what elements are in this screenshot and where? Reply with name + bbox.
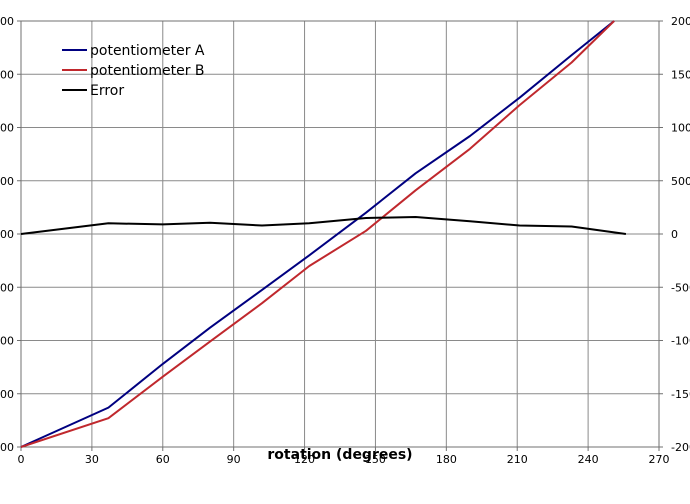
x-tick-label: 90	[227, 453, 241, 466]
x-tick-label: 120	[294, 453, 315, 466]
y-right-tick-label: -500	[671, 281, 690, 294]
legend: potentiometer A potentiometer B Error	[62, 43, 205, 99]
series-lines	[20, 20, 627, 448]
x-tick-label: 30	[85, 453, 99, 466]
series-line-potentiometer-a	[20, 20, 615, 448]
y-left-tick-labels: 000 500 000 500 000 500 000 500 000	[0, 15, 21, 454]
y-right-tick-label: -150	[671, 388, 690, 401]
x-tick-label: 180	[436, 453, 457, 466]
x-tick-label: 210	[507, 453, 528, 466]
x-tick-label: 240	[578, 453, 599, 466]
y-left-tick-label: 500	[0, 281, 14, 294]
legend-label: potentiometer B	[90, 63, 205, 79]
x-tick-label: 150	[365, 453, 386, 466]
y-right-tick-label: 500	[671, 175, 690, 188]
y-left-tick-label: 500	[0, 388, 14, 401]
y-right-tick-label: 0	[671, 228, 678, 241]
x-tick-label: 0	[18, 453, 25, 466]
y-right-tick-label: 1000	[671, 122, 690, 135]
grid-lines	[21, 21, 659, 447]
y-left-tick-label: 500	[0, 175, 14, 188]
legend-label: Error	[90, 83, 124, 99]
y-left-tick-label: 000	[0, 441, 14, 454]
y-left-tick-label: 000	[0, 122, 14, 135]
y-right-tick-label: 1500	[671, 68, 690, 81]
series-line-error	[20, 216, 627, 235]
y-left-tick-label: 000	[0, 335, 14, 348]
y-left-tick-label: 000	[0, 15, 14, 28]
x-tick-labels: 0 30 60 90 120 150 180 210 240 270	[18, 447, 670, 466]
x-tick-label: 270	[649, 453, 670, 466]
legend-label: potentiometer A	[90, 43, 205, 59]
y-right-tick-label: -100	[671, 335, 690, 348]
y-left-tick-label: 000	[0, 228, 14, 241]
series-line-potentiometer-b	[20, 20, 615, 448]
y-left-tick-label: 500	[0, 68, 14, 81]
x-tick-label: 60	[156, 453, 170, 466]
x-axis-label: rotation (degrees)	[267, 447, 412, 463]
